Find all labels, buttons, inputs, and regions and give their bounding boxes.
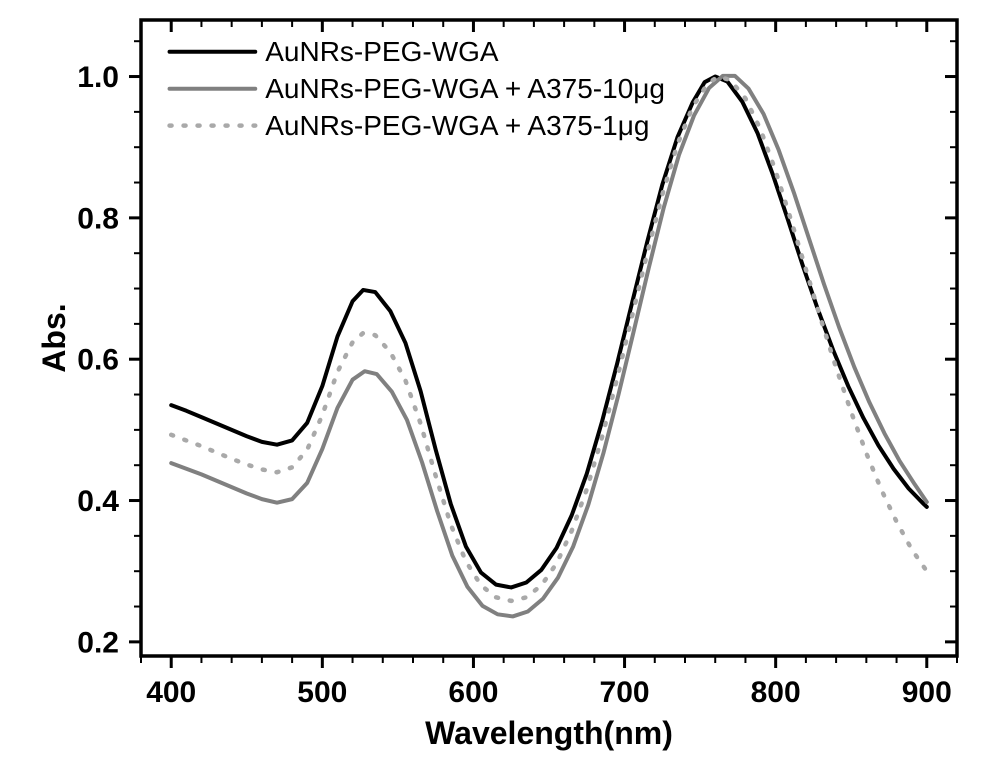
x-axis-label: Wavelength(nm) xyxy=(425,715,673,751)
absorbance-spectrum-chart: 400 500 600 700 800 900 0.2 0.4 0.6 0.8 1.0 Wavelen… xyxy=(0,0,1000,757)
chart-root: 400 500 600 700 800 900 0.2 0.4 0.6 0.8 1.0 Wavelen… xyxy=(0,0,1000,757)
ytick-label: 1.0 xyxy=(77,61,119,94)
xtick-label: 700 xyxy=(600,676,650,709)
ytick-label: 0.8 xyxy=(77,202,119,235)
y-axis-label: Abs. xyxy=(36,303,72,372)
ytick-label: 0.6 xyxy=(77,344,119,377)
legend-label-0: AuNRs-PEG-WGA xyxy=(265,36,499,67)
legend-label-2: AuNRs-PEG-WGA + A375-1μg xyxy=(265,110,649,141)
ytick-label: 0.2 xyxy=(77,626,119,659)
legend-label-1: AuNRs-PEG-WGA + A375-10μg xyxy=(265,73,665,104)
ytick-label: 0.4 xyxy=(77,485,119,518)
xtick-label: 800 xyxy=(751,676,801,709)
xtick-label: 600 xyxy=(448,676,498,709)
xtick-label: 900 xyxy=(902,676,952,709)
xtick-label: 500 xyxy=(297,676,347,709)
xtick-label: 400 xyxy=(146,676,196,709)
